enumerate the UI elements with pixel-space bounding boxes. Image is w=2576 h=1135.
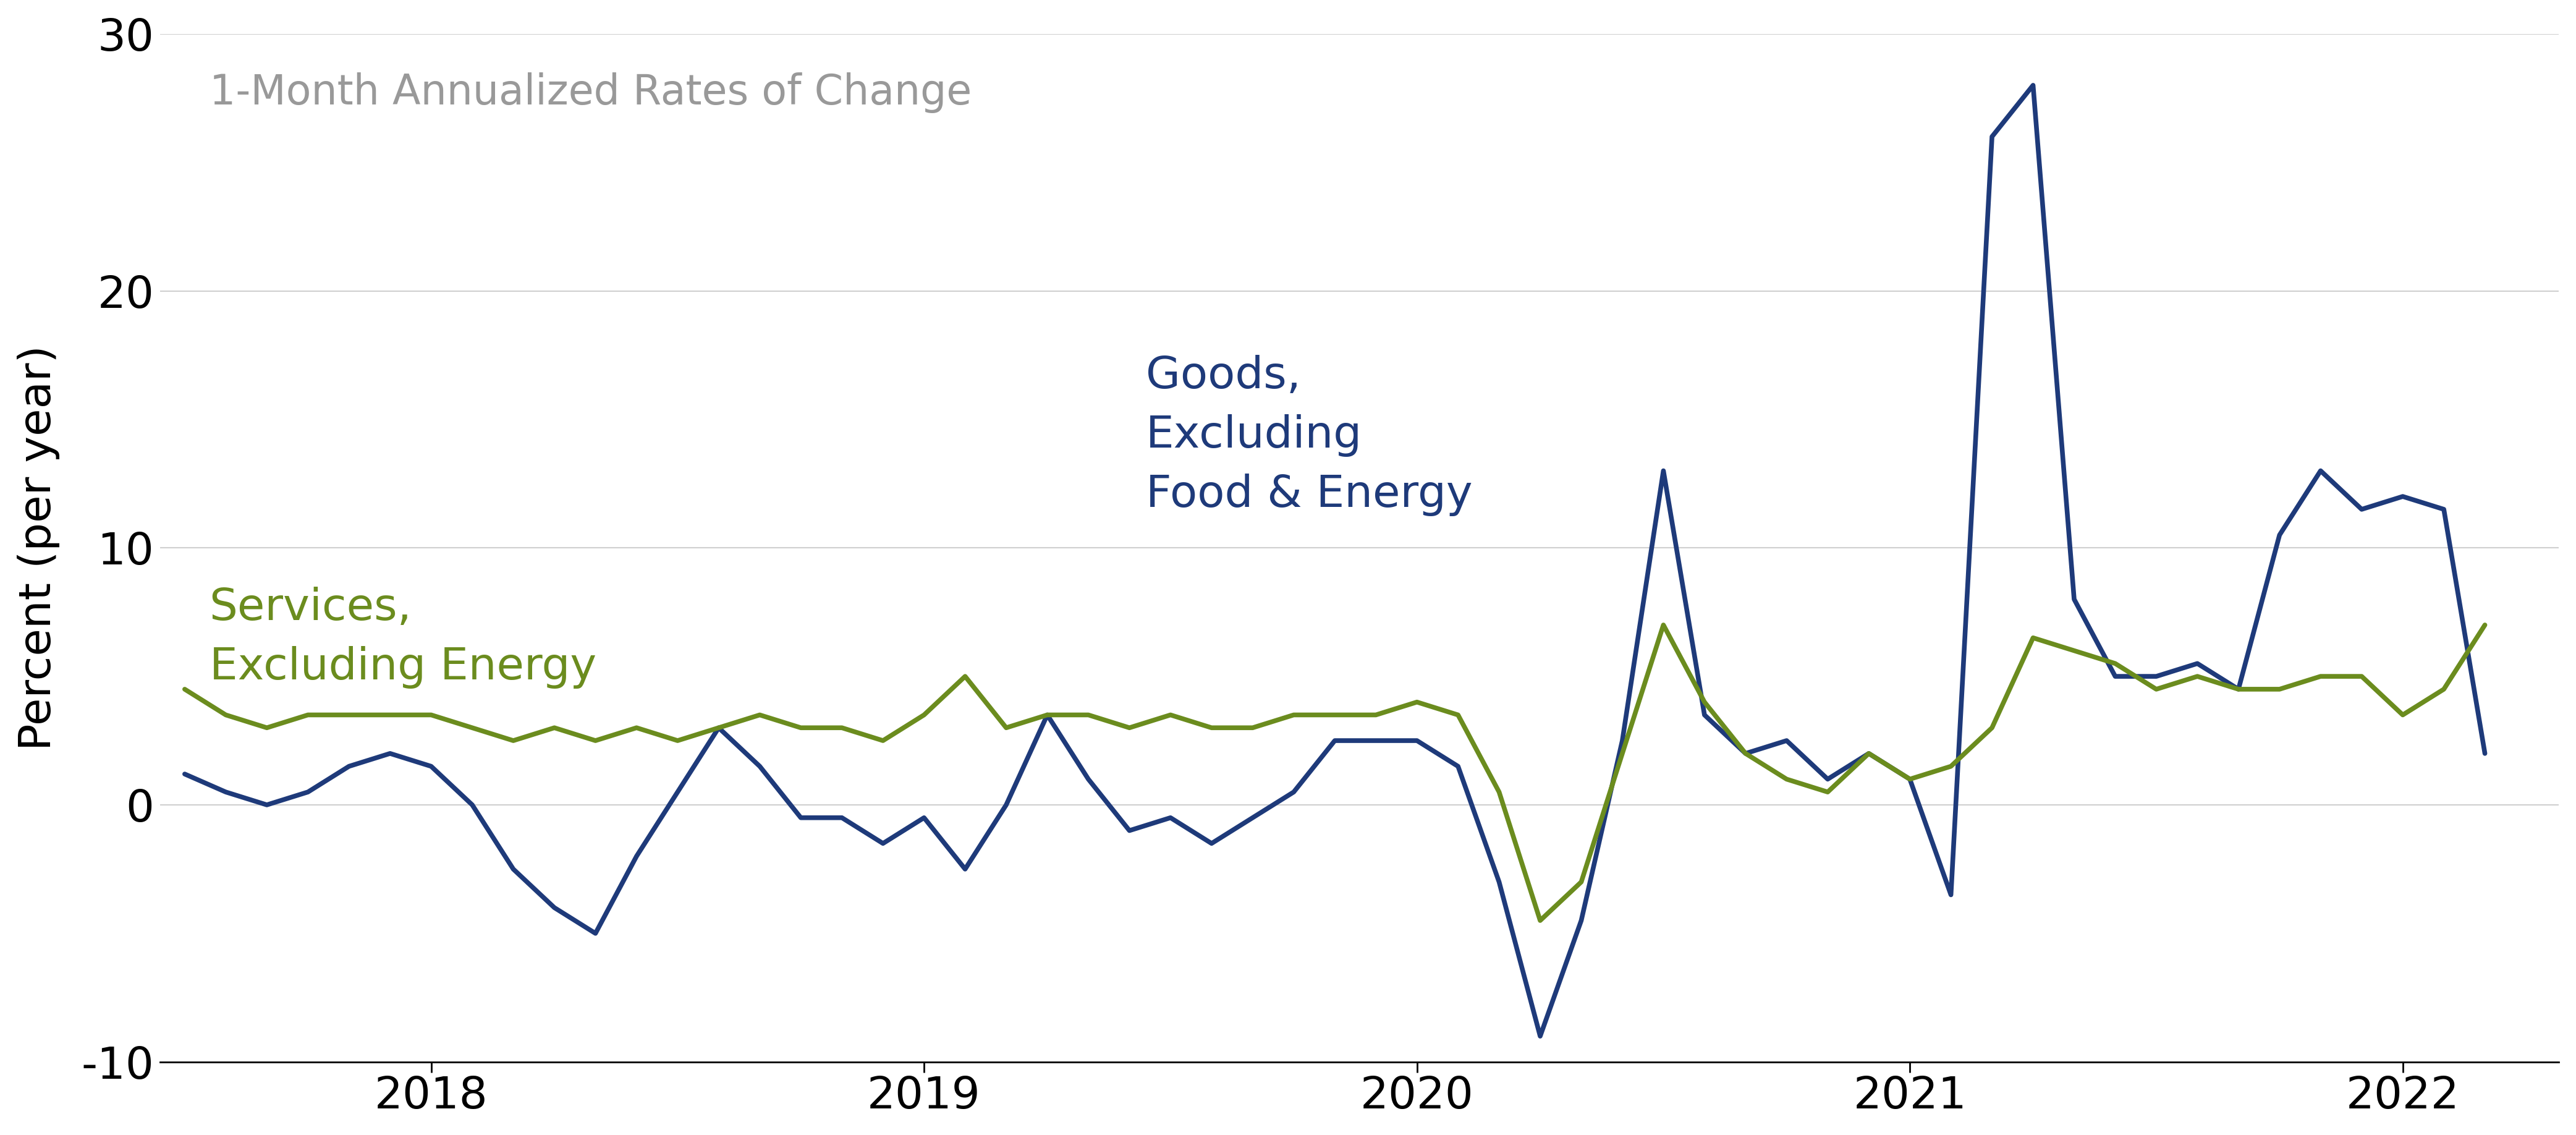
Text: Services,
Excluding Energy: Services, Excluding Energy <box>209 587 595 689</box>
Text: 1-Month Annualized Rates of Change: 1-Month Annualized Rates of Change <box>209 73 971 114</box>
Y-axis label: Percent (per year): Percent (per year) <box>18 345 59 750</box>
Text: Goods,
Excluding
Food & Energy: Goods, Excluding Food & Energy <box>1146 355 1473 516</box>
